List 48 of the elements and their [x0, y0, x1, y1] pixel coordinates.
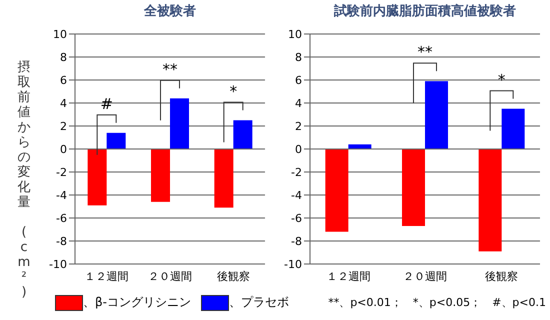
- y-tick-label: 6: [295, 74, 302, 87]
- y-tick-label: -6: [291, 212, 302, 225]
- y-tick-label: -8: [291, 234, 302, 248]
- x-tick-label: １２週間: [326, 270, 370, 283]
- y-tick-label: 0: [60, 142, 67, 156]
- bar: [502, 108, 525, 149]
- annotation: *: [230, 82, 238, 100]
- y-tick-label: -10: [284, 258, 302, 271]
- y-tick-label: -10: [49, 258, 67, 271]
- y-tick-label: 2: [60, 120, 67, 133]
- chart-title: 試験前内臓脂肪面積高値被験者: [332, 2, 517, 20]
- y-tick-label: 4: [60, 96, 67, 110]
- y-tick-label: 10: [288, 28, 302, 41]
- y-tick-label: 6: [60, 74, 67, 87]
- legend-label: 、β-コングリシニン: [83, 294, 191, 311]
- bar: [106, 132, 126, 149]
- legend-label: 、プラセボ: [229, 294, 289, 311]
- y-tick-label: 0: [295, 142, 302, 156]
- y-tick-label: -6: [56, 212, 67, 225]
- y-tick-label: 8: [60, 50, 67, 64]
- y-tick-label: -4: [56, 188, 67, 202]
- y-tick-label: -2: [291, 166, 302, 179]
- bar: [402, 149, 425, 226]
- annotation: **: [418, 43, 433, 62]
- y-tick-label: 10: [53, 28, 67, 41]
- y-tick-label: 2: [295, 120, 302, 133]
- y-tick-label: -4: [291, 188, 302, 202]
- x-tick-label: 後観察: [485, 270, 518, 283]
- x-tick-label: ２０週間: [403, 270, 447, 283]
- x-tick-label: ２０週間: [148, 270, 192, 283]
- text: 摂取前値からの変化量 (cm²): [18, 60, 30, 300]
- x-tick-label: 後観察: [216, 270, 250, 283]
- chart-title: 全被験者: [143, 3, 197, 20]
- bar: [425, 81, 448, 149]
- bar: [88, 149, 107, 206]
- bar: [478, 149, 502, 252]
- y-tick-label: 4: [295, 96, 302, 110]
- y-tick-label: -8: [56, 234, 67, 248]
- bar: [325, 149, 348, 232]
- bar: [170, 98, 189, 149]
- bar: [151, 149, 170, 202]
- bar: [233, 120, 252, 149]
- text: **、p<0.01； *、p<0.05； #、p<0.1: [328, 295, 546, 310]
- y-tick-label: -2: [56, 166, 67, 179]
- bar: [214, 149, 234, 208]
- x-tick-label: １２週間: [84, 270, 129, 283]
- y-tick-label: 8: [295, 50, 302, 64]
- annotation: **: [162, 60, 178, 78]
